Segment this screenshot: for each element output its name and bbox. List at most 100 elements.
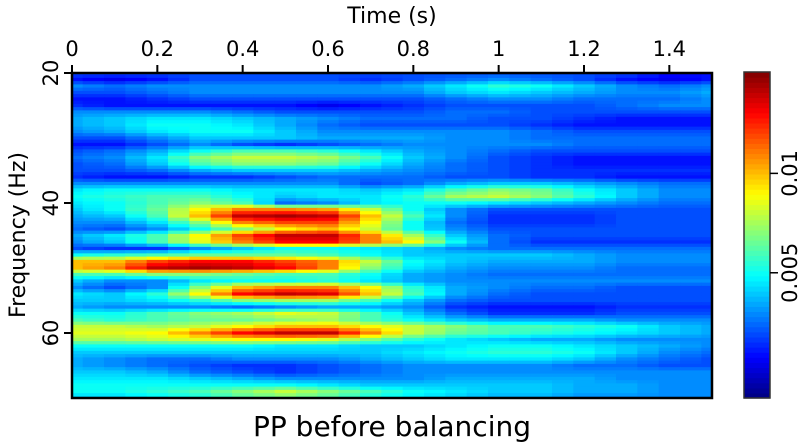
heatmap-cell xyxy=(125,198,148,202)
heatmap-cell xyxy=(445,393,468,397)
heatmap-cell xyxy=(72,393,84,397)
heatmap-cell xyxy=(530,266,553,271)
heatmap-cell xyxy=(253,370,276,375)
heatmap-cell xyxy=(594,168,617,173)
heatmap-cell xyxy=(594,194,617,199)
heatmap-cell xyxy=(232,103,254,108)
heatmap-cell xyxy=(680,126,702,131)
heatmap-cell xyxy=(274,126,297,131)
heatmap-cell xyxy=(594,191,617,196)
heatmap-cell xyxy=(509,367,532,371)
heatmap-cell xyxy=(616,149,638,154)
heatmap-cell xyxy=(680,155,702,160)
heatmap-cell xyxy=(360,188,382,193)
heatmap-cell xyxy=(616,175,638,180)
heatmap-cell xyxy=(573,152,596,157)
heatmap-cell xyxy=(125,97,148,102)
heatmap-cell xyxy=(125,227,148,232)
heatmap-cell xyxy=(125,324,148,329)
heatmap-cell xyxy=(189,165,212,170)
heatmap-cell xyxy=(424,217,446,222)
heatmap-cell xyxy=(488,168,510,173)
heatmap-cell xyxy=(232,302,254,306)
heatmap-cell xyxy=(82,263,105,267)
heatmap-cell xyxy=(424,266,446,271)
heatmap-cell xyxy=(402,116,425,121)
heatmap-cell xyxy=(637,136,660,141)
heatmap-cell xyxy=(424,328,446,332)
heatmap-cell xyxy=(402,292,425,297)
heatmap-cell xyxy=(424,113,446,118)
heatmap-cell xyxy=(82,204,105,209)
heatmap-cell xyxy=(146,97,169,102)
heatmap-cell xyxy=(189,233,212,238)
heatmap-cell xyxy=(424,227,446,232)
heatmap-cell xyxy=(381,90,404,95)
heatmap-cell xyxy=(594,207,617,212)
heatmap-cell xyxy=(530,100,553,105)
heatmap-cell xyxy=(445,246,468,251)
heatmap-cell xyxy=(82,110,105,115)
heatmap-cell xyxy=(552,363,574,368)
heatmap-cell xyxy=(552,84,574,89)
heatmap-cell xyxy=(658,97,681,102)
heatmap-cell xyxy=(488,90,510,95)
heatmap-cell xyxy=(552,376,574,381)
colorbar-segment xyxy=(744,148,770,155)
heatmap-cell xyxy=(232,347,254,352)
heatmap-cell xyxy=(680,266,702,271)
heatmap-cell xyxy=(445,237,468,241)
heatmap-cell xyxy=(445,386,468,391)
heatmap-cell xyxy=(594,243,617,248)
heatmap-cell xyxy=(530,383,553,388)
heatmap-cell xyxy=(72,172,84,176)
heatmap-cell xyxy=(274,347,297,352)
heatmap-cell xyxy=(72,256,84,261)
heatmap-cell xyxy=(338,191,361,196)
heatmap-cell xyxy=(125,175,148,180)
heatmap-cell xyxy=(360,240,382,245)
heatmap-cell xyxy=(701,253,712,258)
heatmap-cell xyxy=(637,139,660,144)
heatmap-cell xyxy=(72,337,84,342)
y-tick-label: 20 xyxy=(39,60,63,87)
heatmap-cell xyxy=(402,178,425,183)
heatmap-cell xyxy=(658,146,681,150)
heatmap-cell xyxy=(402,380,425,384)
heatmap-cell xyxy=(296,116,318,121)
heatmap-cell xyxy=(445,311,468,316)
heatmap-cell xyxy=(680,220,702,225)
heatmap-cell xyxy=(594,386,617,391)
colorbar-segment xyxy=(744,158,770,165)
heatmap-cell xyxy=(466,116,489,121)
heatmap-cell xyxy=(402,289,425,293)
heatmap-cell xyxy=(317,149,340,154)
heatmap-cell xyxy=(573,165,596,170)
heatmap-cell xyxy=(189,259,212,264)
heatmap-cell xyxy=(317,324,340,329)
heatmap-cell xyxy=(317,142,340,147)
heatmap-cell xyxy=(274,373,297,378)
heatmap-cell xyxy=(146,162,169,167)
heatmap-cell xyxy=(317,207,340,212)
heatmap-cell xyxy=(466,178,489,183)
heatmap-cell xyxy=(253,269,276,274)
heatmap-cell xyxy=(594,81,617,85)
heatmap-cell xyxy=(594,155,617,160)
heatmap-cell xyxy=(296,393,318,397)
heatmap-cell xyxy=(82,386,105,391)
heatmap-cell xyxy=(552,276,574,280)
heatmap-cell xyxy=(488,149,510,154)
heatmap-cell xyxy=(381,324,404,329)
heatmap-cell xyxy=(210,354,233,358)
heatmap-cell xyxy=(168,191,190,196)
heatmap-cell xyxy=(573,279,596,284)
heatmap-cell xyxy=(658,363,681,368)
heatmap-cell xyxy=(616,253,638,258)
heatmap-cell xyxy=(488,233,510,238)
heatmap-cell xyxy=(253,360,276,365)
heatmap-cell xyxy=(168,139,190,144)
heatmap-cell xyxy=(381,354,404,358)
heatmap-cell xyxy=(445,389,468,394)
heatmap-cell xyxy=(658,389,681,394)
